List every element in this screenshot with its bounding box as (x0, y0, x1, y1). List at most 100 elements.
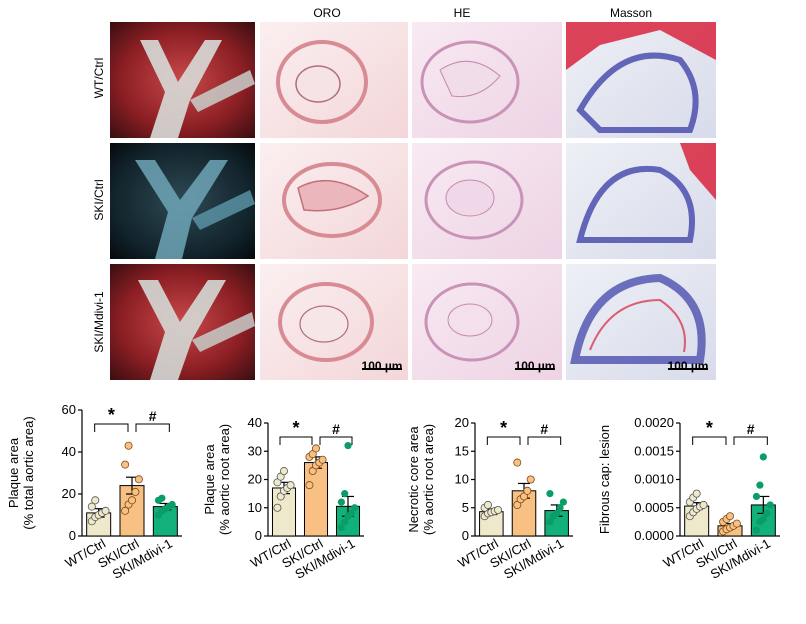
micrograph-en-face-ski-ctrl (110, 143, 255, 259)
micrograph-masson-ski-ctrl (566, 143, 716, 259)
data-point (553, 509, 561, 517)
micrograph-masson-wt-ctrl (566, 22, 716, 138)
y-tick-label: 0.0010 (634, 472, 674, 487)
y-tick-label: 10 (248, 500, 262, 515)
y-tick-label: 0 (255, 528, 262, 543)
scale-bar-label-masson: 100 µm (668, 359, 709, 373)
significance-symbol: * (500, 418, 507, 438)
y-tick-label: 20 (455, 415, 469, 430)
significance-bracket (135, 423, 170, 432)
column-header-masson: Masson (610, 6, 652, 20)
data-point (546, 518, 554, 526)
data-point (347, 509, 355, 517)
y-tick-label: 20 (248, 472, 262, 487)
significance-bracket (486, 436, 521, 445)
y-tick-label: 20 (62, 486, 76, 501)
micrograph-en-face-ski-mdivi (110, 264, 255, 380)
data-point (311, 444, 320, 453)
significance-symbol: # (332, 421, 340, 437)
data-point (124, 441, 133, 450)
significance-bracket (733, 436, 768, 445)
data-point (556, 504, 564, 512)
data-point (305, 481, 314, 490)
data-point (523, 486, 532, 495)
data-point (337, 523, 346, 532)
data-point (121, 460, 130, 469)
data-point (513, 458, 522, 467)
scale-bar-he: 100 µm (515, 359, 556, 373)
significance-bracket (279, 436, 313, 445)
y-axis-label: Plaque area (202, 444, 217, 515)
significance-bracket (94, 423, 129, 432)
y-tick-label: 30 (248, 443, 262, 458)
y-axis-label-line2: (% total aortic area) (21, 416, 36, 529)
y-axis-label: Plaque area (6, 437, 21, 508)
y-tick-label: 60 (62, 402, 76, 417)
data-point (101, 506, 110, 515)
micrograph-masson-ski-mdivi (566, 264, 716, 380)
data-point (766, 501, 774, 509)
micrograph-oro-ski-mdivi (260, 264, 408, 380)
y-tick-label: 0 (69, 528, 76, 543)
data-point (350, 504, 359, 512)
data-point (344, 442, 352, 450)
significance-bracket (527, 436, 562, 445)
micrograph-he-ski-mdivi (412, 264, 562, 380)
scale-bar-masson: 100 µm (668, 359, 709, 373)
y-tick-label: 5 (462, 500, 469, 515)
scale-bar-label-oro: 100 µm (362, 359, 403, 373)
data-point (279, 467, 288, 476)
significance-symbol: # (149, 408, 157, 424)
y-tick-label: 0.0005 (634, 500, 674, 515)
row-label-wt-ctrl: WT/Ctrl (92, 58, 106, 99)
data-point (759, 453, 767, 461)
data-point (546, 490, 554, 498)
y-tick-label: 40 (62, 444, 76, 459)
y-tick-label: 0 (462, 528, 469, 543)
row-label-ski-ctrl: SKI/Ctrl (92, 179, 106, 220)
significance-symbol: * (706, 418, 713, 438)
data-point (318, 455, 327, 464)
data-point (494, 506, 503, 515)
chart-plaque-area-aortic-root: 0 10 20 30 40 Plaque area (% aortic root area)… (202, 415, 364, 582)
column-header-he: HE (454, 6, 471, 20)
y-axis-label-line2: (% aortic root area) (217, 424, 232, 535)
data-point (759, 515, 767, 523)
y-tick-label: 0.0020 (634, 415, 674, 430)
data-point (87, 502, 96, 511)
y-tick-label: 40 (248, 415, 262, 430)
y-tick-label: 10 (455, 472, 469, 487)
data-point (91, 496, 100, 505)
y-tick-label: 0.0015 (634, 443, 674, 458)
data-point (732, 519, 741, 528)
y-axis-label: Necrotic core area (406, 426, 421, 533)
bar-1 (303, 462, 329, 537)
data-point (341, 518, 349, 526)
data-point (726, 512, 735, 521)
data-point (756, 481, 764, 489)
data-point (763, 509, 771, 517)
scale-bar-label-he: 100 µm (515, 359, 556, 373)
row-label-ski-mdivi: SKI/Mdivi-1 (92, 291, 106, 353)
data-point (341, 490, 349, 498)
y-tick-label: 15 (455, 443, 469, 458)
y-axis-label: Fibrous cap: lesion (597, 425, 612, 534)
data-point (699, 500, 708, 509)
data-point (559, 498, 567, 506)
significance-symbol: # (747, 421, 755, 437)
significance-bracket (692, 436, 727, 445)
scale-bar-oro: 100 µm (362, 359, 403, 373)
data-point (121, 506, 130, 515)
data-point (752, 492, 761, 501)
data-point (286, 481, 295, 490)
data-point (127, 496, 136, 505)
data-point (134, 475, 143, 484)
data-point (158, 494, 166, 502)
data-point (483, 500, 492, 509)
data-point (752, 526, 761, 534)
micrograph-oro-ski-ctrl (260, 143, 408, 259)
chart-necrotic-core-area: 0 5 10 15 20 Necrotic core area (% aortic root… (406, 415, 573, 582)
significance-symbol: # (540, 421, 548, 437)
